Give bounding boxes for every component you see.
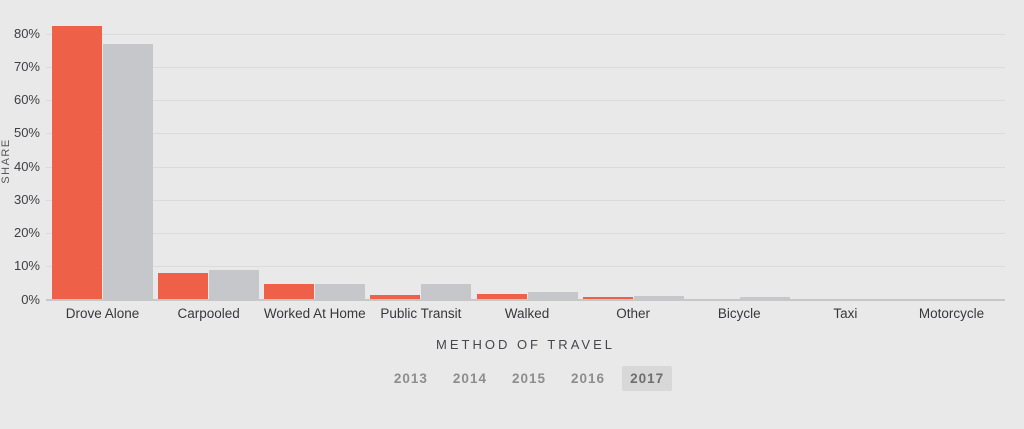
gridline-80 (46, 33, 1005, 35)
category-label-carpooled: Carpooled (177, 306, 240, 321)
y-tick-label-40: 40% (13, 158, 40, 174)
y-tick-label-20: 20% (13, 225, 40, 240)
y-tick-label-30: 30% (13, 191, 40, 207)
category-label-public-transit: Public Transit (380, 306, 462, 321)
bar-gray-public-transit[interactable] (421, 283, 472, 300)
y-tick-label-0: 0% (21, 291, 40, 307)
year-button-2017-selected[interactable]: 2017 (622, 366, 673, 391)
category-label-taxi: Taxi (833, 306, 858, 321)
x-axis-baseline (46, 298, 1005, 301)
category-label-bicycle: Bicycle (717, 306, 761, 321)
bar-gray-other[interactable] (633, 295, 684, 300)
gridline-30 (46, 199, 1005, 201)
gridline-60 (46, 100, 1005, 101)
bar-orange-walked[interactable] (476, 293, 527, 300)
y-tick-label-80: 80% (13, 25, 40, 41)
bar-orange-worked-at-home[interactable] (264, 283, 315, 300)
bar-orange-carpooled[interactable] (158, 272, 209, 300)
y-tick-label-50: 50% (13, 125, 40, 141)
gridline-10 (46, 266, 1005, 268)
year-button-2014[interactable]: 2014 (445, 366, 495, 391)
bar-orange-drove-alone[interactable] (52, 25, 102, 300)
y-tick-label-60: 60% (13, 92, 40, 107)
bar-orange-public-transit[interactable] (370, 294, 421, 300)
bar-gray-worked-at-home[interactable] (315, 283, 366, 300)
category-label-drove-alone: Drove Alone (65, 306, 140, 321)
category-label-worked-at-home: Worked At Home (263, 306, 366, 321)
gridline-50 (46, 133, 1005, 135)
bar-gray-walked[interactable] (527, 291, 578, 300)
year-selector: 2013 2014 2015 2016 2017 (0, 366, 1024, 391)
year-button-2016[interactable]: 2016 (563, 366, 613, 391)
x-axis-title: METHOD OF TRAVEL (436, 337, 615, 352)
gridline-40 (46, 166, 1005, 168)
category-label-motorcycle: Motorcycle (918, 306, 985, 321)
bar-gray-bicycle[interactable] (739, 297, 790, 300)
y-tick-label-10: 10% (13, 258, 40, 274)
bar-orange-other[interactable] (582, 296, 633, 300)
y-tick-label-70: 70% (13, 58, 40, 74)
gridline-70 (46, 66, 1005, 68)
year-button-2013[interactable]: 2013 (386, 366, 436, 391)
bar-gray-drove-alone[interactable] (103, 44, 153, 300)
category-label-other: Other (616, 306, 650, 321)
category-label-walked: Walked (504, 306, 550, 321)
gridline-20 (46, 233, 1005, 234)
year-button-2015[interactable]: 2015 (504, 366, 554, 391)
bar-gray-carpooled[interactable] (209, 270, 260, 300)
